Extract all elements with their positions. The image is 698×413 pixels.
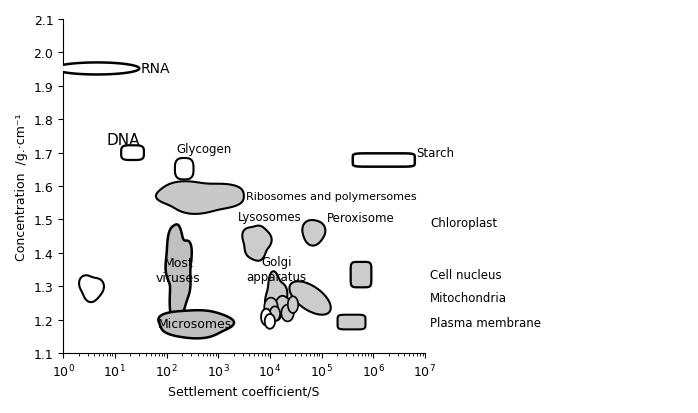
Text: Plasma membrane: Plasma membrane xyxy=(430,316,541,329)
Polygon shape xyxy=(274,296,292,316)
Polygon shape xyxy=(265,298,278,317)
Polygon shape xyxy=(350,262,371,287)
Polygon shape xyxy=(121,146,144,161)
Polygon shape xyxy=(54,63,140,75)
Polygon shape xyxy=(175,159,193,180)
Text: Most
viruses: Most viruses xyxy=(156,256,201,285)
Polygon shape xyxy=(158,311,234,339)
Text: Microsomes: Microsomes xyxy=(158,318,232,330)
Text: Starch: Starch xyxy=(416,147,454,160)
Polygon shape xyxy=(265,314,275,329)
Polygon shape xyxy=(269,306,280,321)
Text: Mitochondria: Mitochondria xyxy=(430,292,507,305)
Polygon shape xyxy=(290,282,331,315)
Text: Cell nucleus: Cell nucleus xyxy=(430,268,502,281)
Polygon shape xyxy=(79,275,104,302)
Text: Golgi
apparatus: Golgi apparatus xyxy=(246,255,307,283)
Text: Peroxisome: Peroxisome xyxy=(327,212,394,225)
Polygon shape xyxy=(165,225,192,318)
Polygon shape xyxy=(242,226,272,261)
Polygon shape xyxy=(265,272,288,320)
Text: Chloroplast: Chloroplast xyxy=(430,217,497,230)
Text: DNA: DNA xyxy=(107,133,140,148)
Text: Lysosomes: Lysosomes xyxy=(238,210,302,223)
Y-axis label: Concentration  /g.·cm⁻¹: Concentration /g.·cm⁻¹ xyxy=(15,113,28,260)
Polygon shape xyxy=(261,309,272,325)
Polygon shape xyxy=(156,182,244,214)
Polygon shape xyxy=(281,305,294,322)
Polygon shape xyxy=(352,154,415,167)
Polygon shape xyxy=(288,297,298,313)
Polygon shape xyxy=(338,315,366,330)
Text: RNA: RNA xyxy=(141,62,170,76)
Text: Glycogen: Glycogen xyxy=(177,143,232,156)
X-axis label: Settlement coefficient/S: Settlement coefficient/S xyxy=(168,385,320,398)
Text: Ribosomes and polymersomes: Ribosomes and polymersomes xyxy=(246,192,417,202)
Polygon shape xyxy=(302,221,325,246)
